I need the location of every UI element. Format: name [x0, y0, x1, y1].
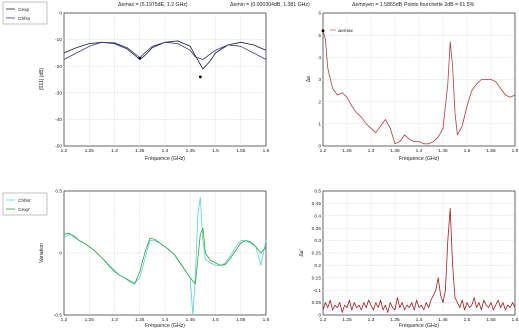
- delta-e-prime-ytick-label: 0.05: [312, 300, 322, 306]
- variation-xlabel: Fréquence (GHz): [145, 323, 185, 329]
- s11-xtick-label: 1.35: [135, 148, 145, 154]
- s11-ylabel: |S11| (dB): [39, 67, 45, 90]
- delta-e-prime-ytick-label: 0.3: [314, 238, 321, 244]
- s11-xtick-label: 1.45: [186, 148, 196, 154]
- delta-e-xtick-label: 1.25: [342, 148, 352, 154]
- delta-e-prime-xlabel: Fréquence (GHz): [399, 323, 439, 329]
- variation-xtick-label: 1.5: [212, 317, 219, 323]
- delta-e-prime-ytick-label: 0.2: [314, 263, 321, 269]
- delta-e-ytick-label: 1: [318, 121, 321, 127]
- s11-ytick-label: -20: [55, 64, 62, 70]
- header-dmax: Δemax = (5.1975dE, 1.2 GHz): [118, 2, 188, 8]
- s11-xtick-label: 1.25: [85, 148, 95, 154]
- delta-e-xtick-label: 1.45: [438, 148, 448, 154]
- variation-legend: Chfss' Cexp': [3, 193, 47, 215]
- header-dmin: Δemin = (0.000304dB, 1.381 GHz): [230, 2, 310, 8]
- delta-e-prime-ytick-label: 0.5: [314, 189, 321, 195]
- s11-ytick-label: -50: [55, 144, 62, 150]
- variation-ytick-label: -0.5: [54, 313, 63, 319]
- delta-e-prime-ytick-label: 0.1: [314, 288, 321, 294]
- variation-ylabel: Variation: [39, 243, 45, 263]
- variation-xtick-label: 1.6: [263, 317, 270, 323]
- s11-ytick-label: -10: [55, 37, 62, 43]
- delta-e-prime-xtick-label: 1.5: [464, 317, 471, 323]
- variation-xtick-label: 1.3: [111, 317, 118, 323]
- delta-e-prime-xtick-label: 1.3: [368, 317, 375, 323]
- delta-e-ytick-label: 5: [318, 33, 321, 39]
- delta-e-prime-ytick-label: 0.45: [312, 201, 322, 207]
- variation-xtick-label: 1.45: [186, 317, 196, 323]
- s11-marker: [199, 75, 202, 78]
- delta-e-prime-ytick-label: 0.4: [314, 213, 321, 219]
- delta-e-xtick-label: 1.35: [390, 148, 400, 154]
- s11-ytick-label: 0: [59, 11, 62, 17]
- delta-e-xtick-label: 1.6: [512, 148, 519, 154]
- delta-e-prime-ytick-label: 0: [318, 313, 321, 319]
- delta-e-ytick-label: 6: [318, 11, 321, 17]
- s11-xtick-label: 1.5: [212, 148, 219, 154]
- delta-e-ytick-label: 0: [318, 144, 321, 150]
- delta-e-prime-ytick-label: 0.15: [312, 275, 322, 281]
- delta-e-prime-ytick-label: 0.25: [312, 251, 322, 257]
- variation-ytick-label: 0: [59, 251, 62, 257]
- delta-e-prime-ylabel: Δe': [299, 249, 305, 256]
- delta-e-prime-xtick-label: 1.6: [512, 317, 519, 323]
- s11-xtick-label: 1.4: [162, 148, 169, 154]
- variation-panel: 1.2 1.25 1.3 1.35 1.4 1.45 1.5 1.55 1.60.50-0.5 …: [3, 189, 270, 329]
- s11-ytick-label: -40: [55, 117, 62, 123]
- s11-ytick-label: -30: [55, 90, 62, 96]
- delta-e-ytick-label: 4: [318, 55, 321, 61]
- delta-e-xlabel: Fréquence (GHz): [399, 156, 439, 162]
- header-fourchette: Points fourchette 2dB = 61.5%: [404, 2, 475, 8]
- delta-e-prime-panel: 1.2 1.25 1.3 1.35 1.4 1.45 1.5 1.55 1.60.50.450.…: [299, 189, 519, 329]
- delta-e-prime-xtick-label: 1.25: [342, 317, 352, 323]
- delta-e-ytick-label: 3: [318, 77, 321, 83]
- s11-xtick-label: 1.6: [263, 148, 270, 154]
- variation-xtick-label: 1.25: [85, 317, 95, 323]
- variation-xtick-label: 1.35: [135, 317, 145, 323]
- variation-legend-cexp: Cexp': [18, 207, 30, 213]
- s11-xtick-label: 1.55: [236, 148, 246, 154]
- delta-e-marker: [322, 29, 325, 32]
- delta-e-xtick-label: 1.3: [368, 148, 375, 154]
- variation-legend-chfss: Chfss': [18, 198, 31, 204]
- s11-legend: Cexp Chfss: [3, 2, 47, 24]
- s11-panel: 1.2 1.25 1.3 1.35 1.4 1.45 1.5 1.55 1.60-10-20-3…: [3, 2, 270, 162]
- delta-e-ylabel: Δe: [306, 76, 312, 82]
- delta-e-xtick-label: 1.4: [416, 148, 423, 154]
- delta-e-prime-xtick-label: 1.45: [438, 317, 448, 323]
- delta-e-ytick-label: 2: [318, 99, 321, 105]
- delta-e-xtick-label: 1.55: [486, 148, 496, 154]
- delta-e-xtick-label: 1.5: [464, 148, 471, 154]
- delta-e-prime-ytick-label: 0.35: [312, 226, 322, 232]
- delta-e-legend-label: Δemax: [338, 28, 354, 34]
- s11-xlabel: Fréquence (GHz): [145, 156, 185, 162]
- s11-legend-cexp: Cexp: [18, 7, 30, 13]
- header-dmoyen: Δemoyen = 1.5865dB: [352, 2, 403, 8]
- variation-ytick-label: 0.5: [55, 189, 62, 195]
- s11-legend-chfss: Chfss: [18, 16, 31, 22]
- s11-xtick-label: 1.3: [111, 148, 118, 154]
- s11-marker: [138, 57, 141, 60]
- delta-e-prime-xtick-label: 1.55: [486, 317, 496, 323]
- variation-xtick-label: 1.55: [236, 317, 246, 323]
